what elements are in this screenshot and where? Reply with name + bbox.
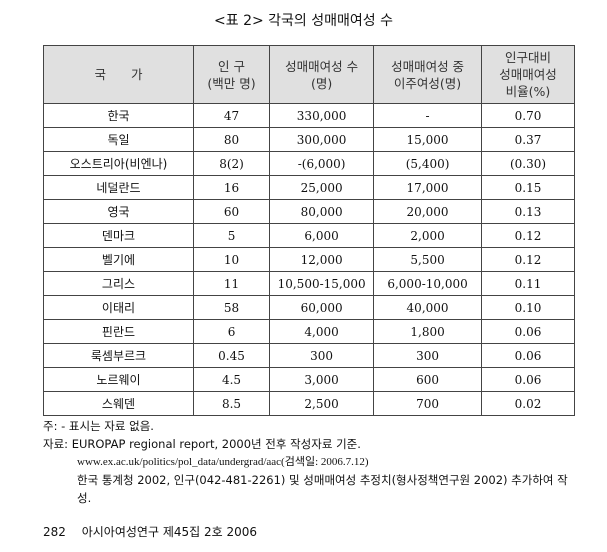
country-cell: 영국 <box>43 199 194 224</box>
value-cell: 0.11 <box>480 271 576 296</box>
value-cell: 58 <box>192 295 271 320</box>
value-cell: 0.12 <box>480 223 576 248</box>
table-row: 룩셈부르크 0.45 300 300 0.06 <box>43 343 576 368</box>
value-cell: 11 <box>192 271 271 296</box>
value-cell: 300 <box>269 343 375 368</box>
value-cell: 2,500 <box>269 391 375 416</box>
table-row: 노르웨이 4.5 3,000 600 0.06 <box>43 367 576 392</box>
value-cell: 3,000 <box>269 367 375 392</box>
table-row: 스웨덴 8.5 2,500 700 0.02 <box>43 391 576 416</box>
value-cell: -(6,000) <box>269 151 375 176</box>
value-cell: 6,000 <box>269 223 375 248</box>
value-cell: 0.13 <box>480 199 576 224</box>
value-cell: 0.02 <box>480 391 576 416</box>
source-2: www.ex.ac.uk/politics/pol_data/undergrad… <box>77 456 369 468</box>
country-cell: 독일 <box>43 127 194 152</box>
country-cell: 오스트리아(비엔나) <box>43 151 194 176</box>
value-cell: 330,000 <box>269 103 375 128</box>
value-cell: 600 <box>373 367 482 392</box>
source-1: 자료: EUROPAP regional report, 2000년 전후 작성… <box>43 437 361 451</box>
value-cell: 10 <box>192 247 271 272</box>
column-header: 성매매여성 수 (명) <box>269 45 375 104</box>
value-cell: 5 <box>192 223 271 248</box>
country-cell: 스웨덴 <box>43 391 194 416</box>
table-row: 벨기에 10 12,000 5,500 0.12 <box>43 247 576 272</box>
page-footer: 282 아시아여성연구 제45집 2호 2006 <box>43 525 258 539</box>
table-row: 덴마크 5 6,000 2,000 0.12 <box>43 223 576 248</box>
table-title: <표 2> 각국의 성매매여성 수 <box>214 13 393 29</box>
value-cell: 17,000 <box>373 175 482 200</box>
column-header: 인구대비 성매매여성 비율(%) <box>480 45 576 104</box>
note: 주: - 표시는 자료 없음. <box>43 419 154 433</box>
value-cell: 5,500 <box>373 247 482 272</box>
value-cell: 47 <box>192 103 271 128</box>
column-header: 국 가 <box>43 45 194 104</box>
value-cell: 0.10 <box>480 295 576 320</box>
country-cell: 벨기에 <box>43 247 194 272</box>
value-cell: (5,400) <box>373 151 482 176</box>
value-cell: 20,000 <box>373 199 482 224</box>
table-row: 그리스 11 10,500-15,000 6,000-10,000 0.11 <box>43 271 576 296</box>
value-cell: 0.70 <box>480 103 576 128</box>
table-row: 독일 80 300,000 15,000 0.37 <box>43 127 576 152</box>
value-cell: 80,000 <box>269 199 375 224</box>
column-header: 인 구 (백만 명) <box>192 45 271 104</box>
value-cell: 6 <box>192 319 271 344</box>
table-row: 오스트리아(비엔나) 8(2) -(6,000) (5,400) (0.30) <box>43 151 576 176</box>
value-cell: 8.5 <box>192 391 271 416</box>
country-cell: 이태리 <box>43 295 194 320</box>
country-cell: 네덜란드 <box>43 175 194 200</box>
table-notes: 주: - 표시는 자료 없음. 자료: EUROPAP regional rep… <box>43 417 578 507</box>
value-cell: 0.12 <box>480 247 576 272</box>
value-cell: 1,800 <box>373 319 482 344</box>
value-cell: 16 <box>192 175 271 200</box>
value-cell: 10,500-15,000 <box>269 271 375 296</box>
value-cell: 700 <box>373 391 482 416</box>
value-cell: 4.5 <box>192 367 271 392</box>
value-cell: 8(2) <box>192 151 271 176</box>
table-row: 핀란드 6 4,000 1,800 0.06 <box>43 319 576 344</box>
table-row: 네덜란드 16 25,000 17,000 0.15 <box>43 175 576 200</box>
country-cell: 한국 <box>43 103 194 128</box>
column-header: 성매매여성 중 이주여성(명) <box>373 45 482 104</box>
value-cell: - <box>373 103 482 128</box>
value-cell: 80 <box>192 127 271 152</box>
country-cell: 노르웨이 <box>43 367 194 392</box>
value-cell: 0.06 <box>480 319 576 344</box>
value-cell: 40,000 <box>373 295 482 320</box>
country-cell: 핀란드 <box>43 319 194 344</box>
value-cell: 0.37 <box>480 127 576 152</box>
value-cell: 0.06 <box>480 343 576 368</box>
table-row: 이태리 58 60,000 40,000 0.10 <box>43 295 576 320</box>
country-cell: 그리스 <box>43 271 194 296</box>
source-3: 한국 통계청 2002, 인구(042-481-2261) 및 성매매여성 추정… <box>77 473 568 505</box>
value-cell: 12,000 <box>269 247 375 272</box>
value-cell: 0.15 <box>480 175 576 200</box>
value-cell: 300,000 <box>269 127 375 152</box>
value-cell: 60 <box>192 199 271 224</box>
value-cell: 300 <box>373 343 482 368</box>
country-cell: 룩셈부르크 <box>43 343 194 368</box>
value-cell: 15,000 <box>373 127 482 152</box>
table-row: 한국 47 330,000-0.70 <box>43 103 576 128</box>
value-cell: 25,000 <box>269 175 375 200</box>
value-cell: 0.45 <box>192 343 271 368</box>
value-cell: 4,000 <box>269 319 375 344</box>
table-row: 영국 60 80,000 20,000 0.13 <box>43 199 576 224</box>
value-cell: 6,000-10,000 <box>373 271 482 296</box>
value-cell: 0.06 <box>480 367 576 392</box>
value-cell: 2,000 <box>373 223 482 248</box>
value-cell: (0.30) <box>480 151 576 176</box>
value-cell: 60,000 <box>269 295 375 320</box>
country-cell: 덴마크 <box>43 223 194 248</box>
